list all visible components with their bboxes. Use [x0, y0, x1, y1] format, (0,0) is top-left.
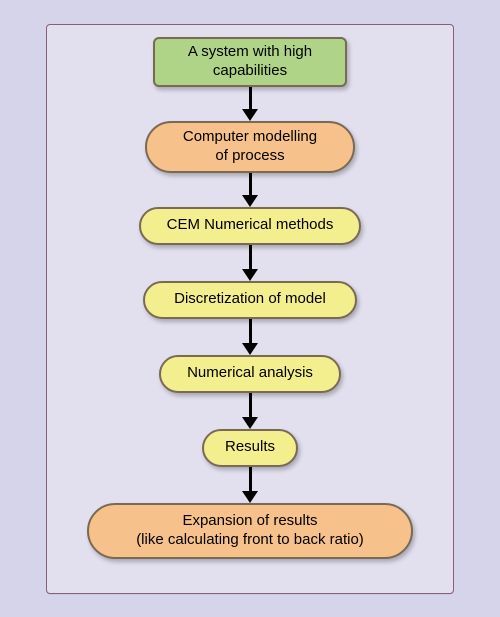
flowchart-arrow-n2-n3 [242, 173, 258, 207]
flowchart-arrow-n5-n6 [242, 393, 258, 429]
flowchart-node-n7: Expansion of results(like calculating fr… [87, 503, 413, 559]
flowchart-arrow-n3-n4 [242, 245, 258, 281]
flowchart-node-n1: A system with highcapabilities [153, 37, 347, 87]
flowchart-node-n5: Numerical analysis [159, 355, 341, 393]
flowchart-panel: A system with highcapabilities Computer m… [46, 24, 454, 594]
flowchart-arrow-n1-n2 [242, 87, 258, 121]
flowchart-arrow-n4-n5 [242, 319, 258, 355]
flowchart-node-n3: CEM Numerical methods [139, 207, 361, 245]
flowchart-node-n2: Computer modellingof process [145, 121, 355, 173]
flowchart-arrow-n6-n7 [242, 467, 258, 503]
flowchart-node-n4: Discretization of model [143, 281, 357, 319]
flowchart-node-n6: Results [202, 429, 298, 467]
